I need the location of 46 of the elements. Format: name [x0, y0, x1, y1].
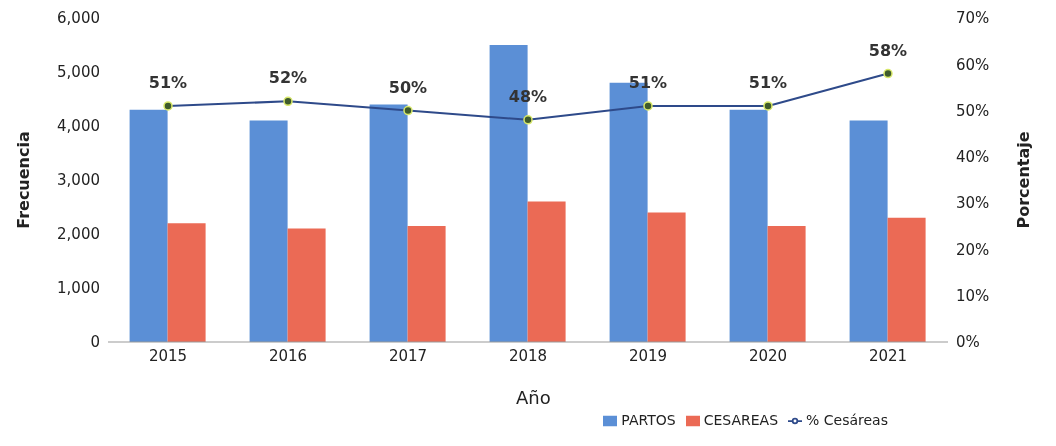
x-tick-label: 2018: [508, 346, 548, 365]
x-tick-label: 2015: [148, 346, 188, 365]
x-tick-label: 2020: [748, 346, 788, 365]
y-tick-label: 2,000: [57, 225, 100, 244]
bar: [527, 201, 566, 342]
y-tick-label: 6,000: [57, 9, 100, 28]
bar: [647, 212, 686, 342]
bar: [849, 120, 888, 342]
y2-tick-label: 30%: [956, 194, 990, 213]
y2-tick-label: 70%: [956, 9, 990, 28]
x-tick-label: 2017: [388, 346, 428, 365]
y2-tick-label: 0%: [956, 333, 980, 352]
y-tick-label: 3,000: [57, 171, 100, 190]
bar: [369, 104, 408, 342]
bar: [129, 109, 168, 342]
y-tick-label: 1,000: [57, 279, 100, 298]
data-label: 52%: [268, 68, 308, 88]
legend-label: PARTOS: [621, 412, 676, 428]
y2-tick-label: 20%: [956, 240, 990, 259]
bar: [767, 225, 806, 342]
bar: [249, 120, 288, 342]
x-tick-label: 2019: [628, 346, 668, 365]
y2-tick-label: 40%: [956, 148, 990, 167]
y-axis-title: Frecuencia: [13, 131, 33, 229]
data-label: 51%: [628, 72, 668, 92]
y2-tick-label: 60%: [956, 55, 990, 74]
bar: [729, 109, 768, 342]
bar: [407, 225, 446, 342]
data-label: 58%: [868, 40, 908, 60]
y-tick-label: 0: [90, 333, 100, 352]
data-label: 51%: [148, 72, 188, 92]
y-tick-label: 4,000: [57, 117, 100, 136]
x-tick-label: 2016: [268, 346, 308, 365]
bar: [887, 217, 926, 342]
data-label: 51%: [748, 72, 788, 92]
x-axis-title: Año: [516, 387, 551, 408]
y2-tick-label: 10%: [956, 287, 990, 306]
y2-axis-title: Porcentaje: [1013, 131, 1033, 229]
legend-label: % Cesáreas: [806, 412, 888, 428]
x-tick-label: 2021: [868, 346, 908, 365]
y2-tick-label: 50%: [956, 101, 990, 120]
bar: [167, 223, 206, 342]
y-tick-label: 5,000: [57, 63, 100, 82]
data-label: 50%: [388, 77, 428, 97]
bar: [287, 228, 326, 342]
legend-label: CESAREAS: [703, 412, 779, 428]
